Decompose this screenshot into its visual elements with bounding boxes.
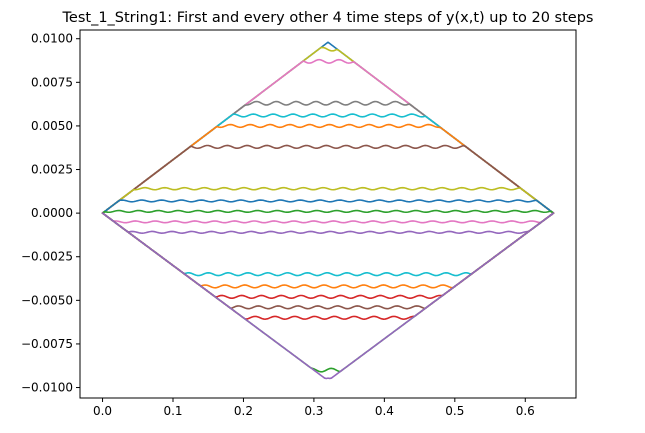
x-tick-label: 0.5	[445, 404, 464, 418]
axes-frame	[79, 29, 577, 399]
series-line	[101, 113, 555, 214]
x-tick-label: 0.0	[93, 404, 112, 418]
series-line	[101, 212, 555, 373]
x-tick-label: 0.3	[304, 404, 323, 418]
series-line	[101, 212, 555, 224]
series-line	[101, 58, 555, 214]
series-line	[101, 144, 555, 214]
series-line	[101, 41, 555, 214]
y-tick-label: −0.0100	[21, 381, 73, 395]
series-line	[101, 212, 555, 310]
x-tick-label: 0.2	[234, 404, 253, 418]
y-tick-label: 0.0050	[31, 119, 73, 133]
series-line	[101, 212, 555, 234]
series-line	[101, 199, 555, 214]
series-line	[101, 209, 555, 214]
y-tick-label: 0.0075	[31, 75, 73, 89]
series-line	[101, 212, 555, 380]
series-line	[101, 212, 555, 320]
y-tick-label: −0.0075	[21, 337, 73, 351]
series-line	[101, 212, 555, 289]
chart-title: Test_1_String1: First and every other 4 …	[62, 10, 594, 26]
y-tick-label: −0.0050	[21, 293, 73, 307]
x-tick-label: 0.4	[375, 404, 394, 418]
x-tick-label: 0.6	[516, 404, 535, 418]
x-tick-label: 0.1	[163, 404, 182, 418]
y-tick-label: −0.0025	[21, 250, 73, 264]
series-line	[101, 123, 555, 214]
plot-area: 0.0 0.1 0.2 0.3 0.4 0.5 0.6 −0.0100−0.0075−0.0…	[21, 29, 577, 418]
series-line	[101, 100, 555, 214]
series-line	[101, 186, 555, 214]
y-tick-label: 0.0025	[31, 163, 73, 177]
y-tick-label: 0.0100	[31, 32, 73, 46]
y-axis: −0.0100 −0.0075 −0.0050 −0.0025 0.0000 0.0025…	[21, 32, 80, 395]
series-group	[101, 41, 555, 380]
y-tick-label: 0.0000	[31, 206, 73, 220]
x-axis: 0.0 0.1 0.2 0.3 0.4 0.5 0.6	[93, 398, 535, 418]
